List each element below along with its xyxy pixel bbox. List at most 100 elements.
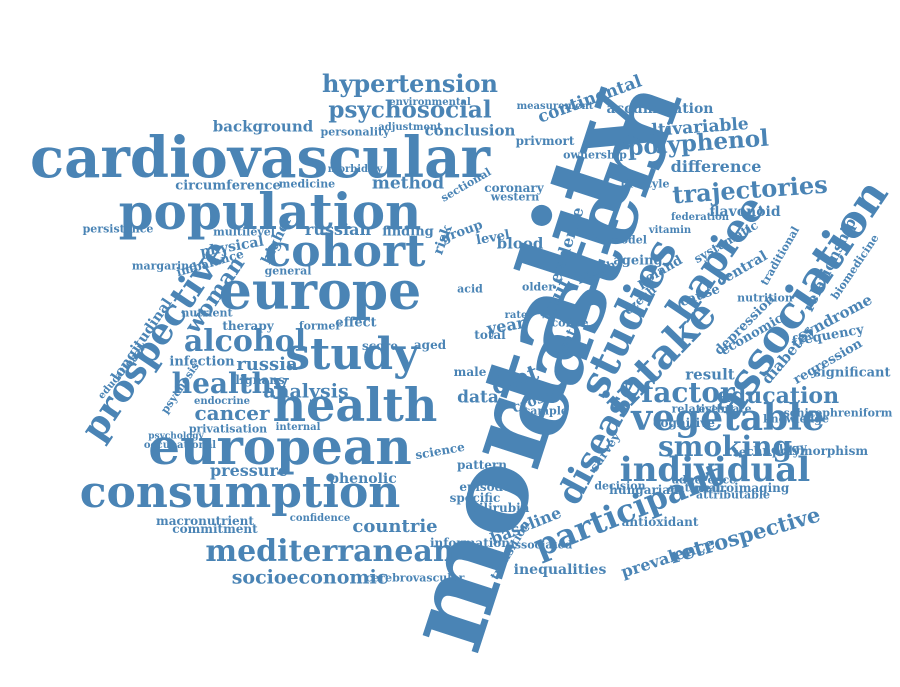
word: adherence bbox=[671, 473, 737, 487]
word: conclusion bbox=[424, 121, 516, 140]
word: model bbox=[609, 233, 647, 247]
word: total bbox=[474, 328, 506, 342]
word: neuroimaging bbox=[694, 481, 790, 495]
word: information bbox=[429, 536, 511, 550]
word: endocrine bbox=[193, 396, 251, 407]
word: specific bbox=[449, 491, 501, 505]
word: cohort bbox=[264, 226, 426, 277]
word: data bbox=[457, 387, 499, 408]
word: privmort bbox=[515, 134, 575, 148]
word: analysis bbox=[263, 380, 349, 403]
word: socioeconomic bbox=[231, 566, 389, 589]
word: pressure bbox=[209, 461, 289, 480]
word: psychosocial bbox=[328, 96, 492, 124]
word: episode bbox=[459, 480, 511, 494]
word: persistence bbox=[82, 222, 154, 236]
word: rate bbox=[504, 310, 528, 321]
word: health bbox=[272, 378, 438, 432]
word: estimate bbox=[698, 402, 752, 416]
word: occupational bbox=[143, 440, 217, 451]
word: acid bbox=[457, 282, 483, 296]
word: circumference bbox=[175, 178, 281, 194]
word: western bbox=[490, 190, 540, 204]
word: margarine bbox=[131, 259, 197, 273]
word: coronary bbox=[484, 181, 544, 195]
word: trajectories bbox=[671, 169, 829, 210]
word: knowledge bbox=[763, 412, 829, 426]
word: decision bbox=[594, 479, 646, 493]
word: therapy bbox=[222, 319, 274, 333]
word: nutrient bbox=[181, 306, 233, 320]
word: former bbox=[298, 319, 342, 333]
word: associated bbox=[507, 538, 573, 552]
word: individual bbox=[619, 450, 811, 490]
word: healthy bbox=[171, 367, 289, 400]
word: method bbox=[371, 173, 445, 194]
word: relative bbox=[671, 402, 719, 416]
word: consumption bbox=[79, 467, 401, 518]
word: ownership bbox=[563, 148, 627, 162]
word: national bbox=[669, 481, 721, 495]
word: measurement bbox=[516, 101, 594, 112]
word: flavonoid bbox=[709, 204, 781, 220]
word: accumulation bbox=[606, 101, 714, 117]
word: difference bbox=[670, 157, 762, 176]
word: antioxidant bbox=[621, 515, 699, 529]
word: european bbox=[148, 417, 412, 476]
word: study bbox=[285, 329, 419, 380]
word: aged bbox=[413, 338, 447, 352]
word: factor bbox=[641, 376, 735, 409]
word: privatisation bbox=[188, 422, 268, 436]
word: population bbox=[118, 182, 422, 241]
word: lignans bbox=[235, 373, 285, 387]
word: infection bbox=[169, 354, 235, 370]
word: hungarian bbox=[609, 483, 679, 497]
word: federation bbox=[670, 212, 730, 223]
word: lifestyle bbox=[620, 177, 670, 191]
word: alcohol bbox=[183, 324, 307, 359]
word: sample bbox=[524, 404, 568, 418]
word: education bbox=[716, 383, 840, 409]
word: smoking bbox=[657, 430, 793, 463]
word: finding bbox=[382, 224, 434, 240]
word: older bbox=[521, 280, 555, 294]
word: medicine bbox=[278, 177, 336, 191]
word: nutrition bbox=[737, 291, 793, 305]
word: internal bbox=[275, 422, 321, 433]
word: significant bbox=[813, 365, 891, 381]
word: russian bbox=[304, 220, 372, 239]
word: vegetable bbox=[631, 397, 825, 439]
word: pattern bbox=[457, 458, 507, 472]
word: cancer bbox=[194, 401, 270, 425]
word: background bbox=[212, 117, 314, 136]
word: psychology bbox=[148, 431, 204, 442]
word: mediterranean bbox=[205, 534, 455, 569]
word: blood bbox=[496, 234, 544, 253]
word: adjustment bbox=[378, 122, 442, 133]
word: coffee bbox=[551, 316, 589, 330]
word: result bbox=[685, 365, 735, 384]
word: morbidity bbox=[327, 164, 383, 175]
word: cerebrovascular bbox=[365, 571, 465, 585]
word: cognitive bbox=[653, 416, 715, 430]
word: hypertension bbox=[322, 69, 498, 98]
word: risk bbox=[430, 223, 456, 257]
word: bilirubin bbox=[470, 501, 530, 515]
word: phenolic bbox=[329, 471, 397, 487]
word: multilevel bbox=[213, 225, 275, 239]
word: male bbox=[453, 365, 487, 379]
word: countrie bbox=[352, 516, 438, 537]
word: score bbox=[361, 339, 399, 353]
word: macronutrient bbox=[156, 514, 254, 528]
word: effect bbox=[335, 315, 377, 331]
word: schizophreniform bbox=[783, 406, 893, 420]
word: europe bbox=[218, 261, 422, 322]
word: general bbox=[264, 264, 312, 278]
word: confidence bbox=[289, 513, 351, 524]
word: environmental bbox=[389, 97, 471, 108]
word: russia bbox=[236, 354, 298, 375]
word: attributable bbox=[695, 488, 771, 502]
word: inequalities bbox=[513, 562, 607, 578]
word: vitamin bbox=[648, 225, 692, 236]
